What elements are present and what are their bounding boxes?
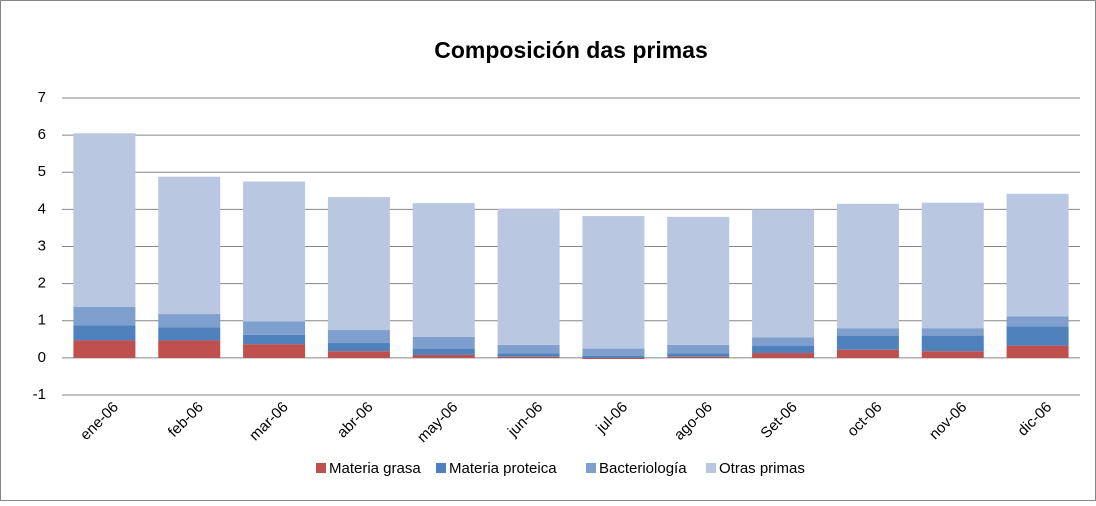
bar-segment: [73, 133, 136, 308]
chart-title: Composición das primas: [434, 37, 708, 63]
y-tick-label: 0: [38, 349, 46, 366]
bar-segment: [73, 307, 136, 326]
y-tick-label: 1: [38, 312, 46, 329]
bar-segment: [582, 348, 645, 357]
legend-swatch: [586, 463, 596, 473]
bar-segment: [1006, 316, 1069, 327]
bar-segment: [327, 343, 390, 352]
y-tick-label: 6: [38, 126, 46, 143]
bar-segment: [836, 203, 899, 329]
bar-segment: [836, 349, 899, 358]
bar-segment: [158, 314, 221, 328]
bar-segment: [158, 340, 221, 358]
bar-segment: [921, 335, 984, 352]
bar-segment: [412, 348, 475, 355]
bar-segment: [1006, 345, 1069, 358]
bar-segment: [667, 216, 730, 345]
bar-segment: [412, 203, 475, 337]
y-tick-label: 7: [38, 89, 46, 106]
bar-segment: [921, 202, 984, 329]
bar-segment: [497, 353, 560, 357]
legend-label: Bacteriología: [599, 460, 687, 477]
bar-segment: [667, 356, 730, 358]
bar-segment: [582, 357, 645, 359]
y-tick-label: 4: [38, 200, 46, 217]
legend-swatch: [436, 463, 446, 473]
bar-segment: [73, 325, 136, 341]
y-tick-label: 5: [38, 163, 46, 180]
bar-segment: [497, 344, 560, 354]
bar-segment: [921, 351, 984, 358]
bar-segment: [836, 328, 899, 336]
bar-segment: [752, 345, 815, 354]
bar-segment: [412, 354, 475, 358]
legend-label: Materia proteica: [449, 460, 557, 477]
bar-segment: [1006, 326, 1069, 346]
bar-segment: [327, 330, 390, 344]
bar-segment: [243, 181, 306, 322]
bar-segment: [582, 356, 645, 358]
bar-segment: [158, 327, 221, 341]
legend-swatch: [316, 463, 326, 473]
bar-segment: [582, 216, 645, 349]
bar-segment: [497, 356, 560, 358]
bar-segment: [243, 321, 306, 335]
bar-segment: [158, 176, 221, 315]
bar-segment: [243, 334, 306, 345]
bar-segment: [1006, 193, 1069, 317]
bar-segment: [667, 344, 730, 354]
y-tick-label: -1: [33, 386, 46, 403]
legend-label: Materia grasa: [329, 460, 421, 477]
bar-segment: [752, 337, 815, 346]
bar-segment: [497, 208, 560, 345]
bar-segment: [921, 328, 984, 336]
y-tick-label: 3: [38, 237, 46, 254]
bar-segment: [243, 344, 306, 358]
bar-segment: [327, 351, 390, 358]
bar-segment: [836, 335, 899, 350]
bar-segment: [412, 336, 475, 349]
bar-segment: [752, 353, 815, 358]
bar-segment: [327, 197, 390, 331]
bar-segment: [667, 353, 730, 357]
legend-label: Otras primas: [719, 460, 805, 477]
y-tick-label: 2: [38, 275, 46, 292]
legend-swatch: [706, 463, 716, 473]
bar-segment: [752, 209, 815, 338]
bar-segment: [73, 340, 136, 358]
